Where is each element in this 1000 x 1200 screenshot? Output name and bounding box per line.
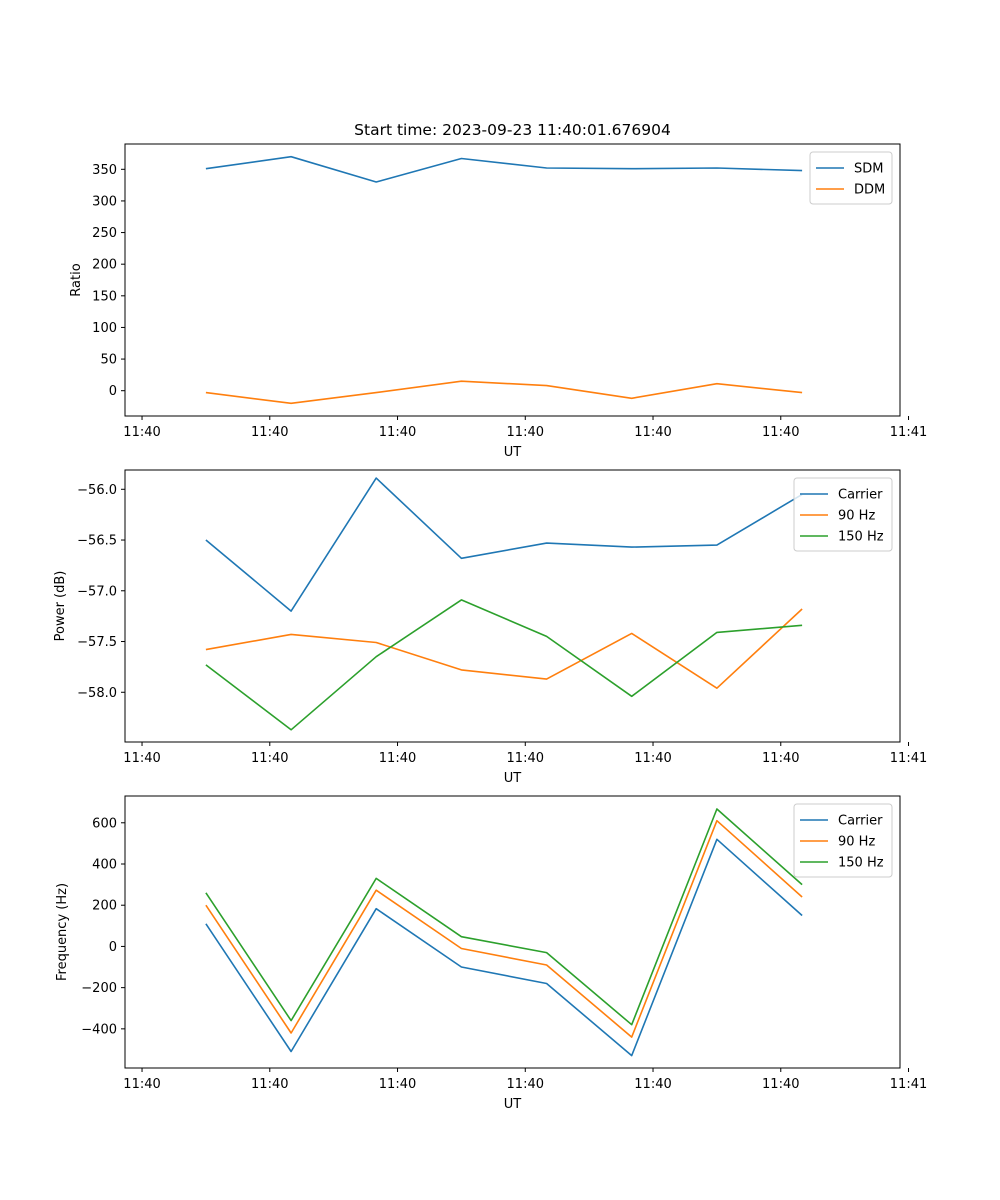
power-x-tick-label: 11:40 bbox=[251, 751, 288, 766]
frequency-x-tick-label: 11:40 bbox=[123, 1077, 160, 1092]
frequency-legend-label: 150 Hz bbox=[838, 856, 884, 871]
ratio-x-tick-label: 11:40 bbox=[251, 425, 288, 440]
chart-title: Start time: 2023-09-23 11:40:01.676904 bbox=[354, 121, 671, 139]
power-x-tick-label: 11:40 bbox=[762, 751, 799, 766]
ratio-x-tick-label: 11:40 bbox=[762, 425, 799, 440]
frequency-panel: 11:40 11:40 11:40 11:40 11:40 11:40 11:41 −400 −… bbox=[55, 795, 927, 1112]
frequency-y-tick-label: 600 bbox=[92, 816, 117, 831]
ratio-x-tick-label: 11:40 bbox=[507, 425, 544, 440]
ratio-x-tick-label: 11:40 bbox=[379, 425, 416, 440]
power-y-tick-label: −56.5 bbox=[77, 534, 117, 549]
ratio-y-tick-label: 0 bbox=[109, 384, 117, 399]
power-y-axis-label: Power (dB) bbox=[53, 571, 68, 642]
power-panel: 11:40 11:40 11:40 11:40 11:40 11:40 11:41 −58.0… bbox=[53, 469, 927, 786]
ratio-series-ddm-line bbox=[205, 380, 803, 405]
ratio-y-tick-label: 250 bbox=[92, 226, 117, 241]
frequency-series-90-hz-line bbox=[205, 819, 803, 1038]
ratio-y-tick-label: 350 bbox=[92, 163, 117, 178]
frequency-axes-frame bbox=[124, 795, 901, 1069]
frequency-y-tick-label: 0 bbox=[109, 940, 117, 955]
ratio-y-tick-label: 50 bbox=[100, 353, 117, 368]
ratio-x-tick-label: 11:40 bbox=[123, 425, 160, 440]
ratio-x-axis-label: UT bbox=[504, 445, 522, 460]
power-y-tick-label: −58.0 bbox=[77, 686, 117, 701]
power-legend-label: Carrier bbox=[838, 488, 883, 503]
frequency-y-tick-label: 200 bbox=[92, 899, 117, 914]
power-axes-frame bbox=[124, 469, 901, 743]
power-x-tick-label: 11:41 bbox=[890, 751, 927, 766]
power-series-carrier-line bbox=[205, 477, 803, 612]
frequency-x-tick-label: 11:40 bbox=[507, 1077, 544, 1092]
frequency-legend-box bbox=[793, 803, 893, 878]
power-x-tick-label: 11:40 bbox=[634, 751, 671, 766]
power-y-tick-label: −57.5 bbox=[77, 635, 117, 650]
ratio-legend: SDM DDM bbox=[809, 151, 893, 205]
frequency-y-axis-label: Frequency (Hz) bbox=[55, 883, 70, 981]
ratio-y-axis-label: Ratio bbox=[69, 263, 84, 296]
power-x-axis-label: UT bbox=[504, 771, 522, 786]
ratio-legend-label: DDM bbox=[854, 183, 885, 198]
frequency-series-150-hz-line bbox=[205, 808, 803, 1026]
frequency-legend: Carrier 90 Hz 150 Hz bbox=[793, 803, 893, 878]
frequency-x-tick-label: 11:40 bbox=[251, 1077, 288, 1092]
frequency-x-tick-label: 11:40 bbox=[762, 1077, 799, 1092]
ratio-legend-box bbox=[809, 151, 893, 205]
ratio-axes-frame bbox=[124, 143, 901, 417]
frequency-y-tick-label: 400 bbox=[92, 858, 117, 873]
ratio-series-sdm-line bbox=[205, 155, 803, 183]
frequency-x-axis-label: UT bbox=[504, 1097, 522, 1112]
ratio-panel: Start time: 2023-09-23 11:40:01.676904 1… bbox=[69, 121, 927, 460]
power-x-tick-label: 11:40 bbox=[507, 751, 544, 766]
ratio-y-tick-label: 150 bbox=[92, 289, 117, 304]
frequency-x-tick-label: 11:40 bbox=[634, 1077, 671, 1092]
power-legend: Carrier 90 Hz 150 Hz bbox=[793, 477, 893, 552]
frequency-y-tick-label: −400 bbox=[81, 1022, 117, 1037]
ratio-y-tick-label: 300 bbox=[92, 194, 117, 209]
power-x-tick-label: 11:40 bbox=[379, 751, 416, 766]
frequency-series-carrier-line bbox=[205, 838, 803, 1057]
power-y-tick-label: −56.0 bbox=[77, 483, 117, 498]
ratio-y-tick-label: 200 bbox=[92, 258, 117, 273]
power-legend-box bbox=[793, 477, 893, 552]
power-series-90-hz-line bbox=[205, 608, 803, 690]
power-y-tick-label: −57.0 bbox=[77, 584, 117, 599]
frequency-legend-label: Carrier bbox=[838, 814, 883, 829]
frequency-y-tick-label: −200 bbox=[81, 981, 117, 996]
ratio-x-tick-label: 11:41 bbox=[890, 425, 927, 440]
frequency-x-tick-label: 11:41 bbox=[890, 1077, 927, 1092]
frequency-x-tick-label: 11:40 bbox=[379, 1077, 416, 1092]
power-legend-label: 150 Hz bbox=[838, 530, 884, 545]
ratio-x-tick-label: 11:40 bbox=[634, 425, 671, 440]
power-x-tick-label: 11:40 bbox=[123, 751, 160, 766]
frequency-legend-label: 90 Hz bbox=[838, 835, 875, 850]
ratio-y-tick-label: 100 bbox=[92, 321, 117, 336]
power-legend-label: 90 Hz bbox=[838, 509, 875, 524]
power-series-150-hz-line bbox=[205, 599, 803, 731]
ratio-legend-label: SDM bbox=[854, 162, 883, 177]
